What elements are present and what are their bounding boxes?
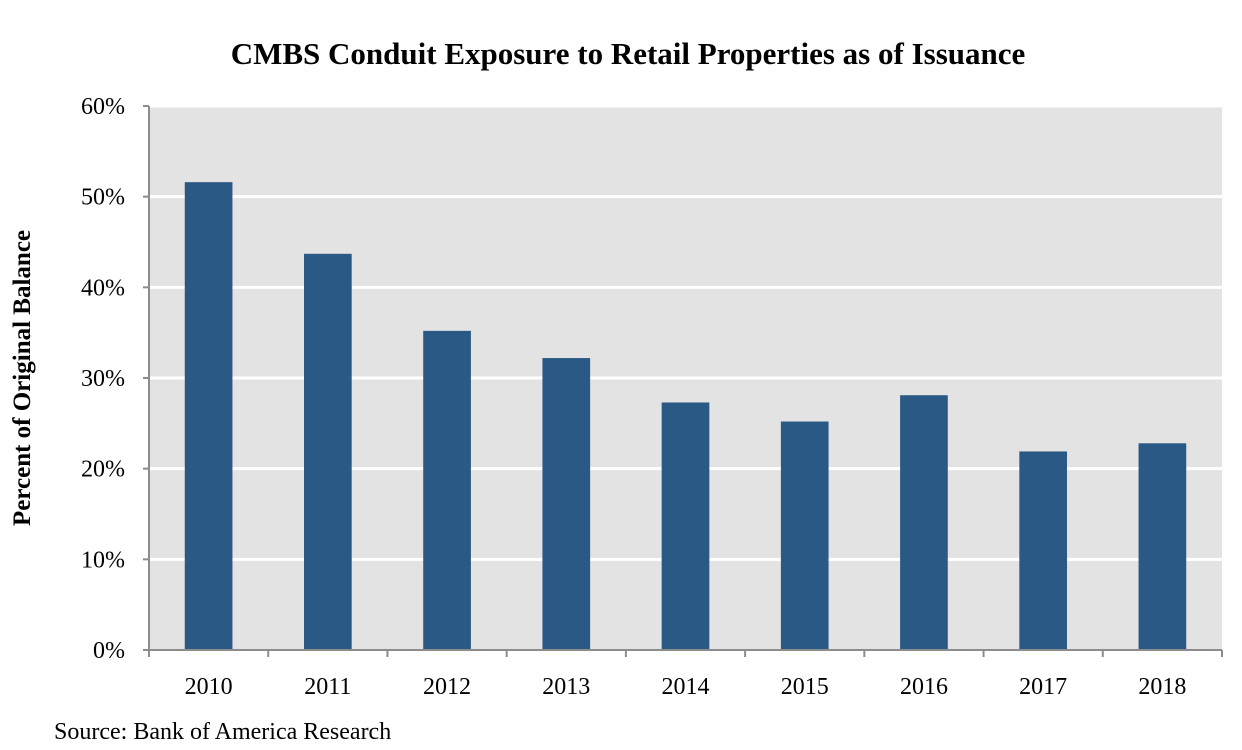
y-axis-label: Percent of Original Balance [9,230,36,526]
bar-2014 [661,402,710,650]
x-tick-label: 2015 [781,674,829,700]
y-tick-label: 40% [81,275,125,301]
y-tick-label: 50% [81,185,125,211]
chart-title: CMBS Conduit Exposure to Retail Properti… [231,36,1026,71]
x-axis-ticks: 2010 2011 2012 2013 2014 2015 2016 2017 2018 [148,650,1223,700]
bar-2013 [542,358,591,650]
y-tick-label: 30% [81,366,125,392]
y-axis-ticks: 0% 10% 20% 30% 40% 50% 60% [81,94,149,664]
source-note: Source: Bank of America Research [54,719,391,745]
bar-2010 [184,182,233,650]
x-tick-label: 2011 [304,674,351,700]
x-tick-label: 2016 [900,674,948,700]
x-tick-label: 2013 [542,674,590,700]
bar-2016 [900,395,948,650]
bar-2012 [423,330,471,650]
bar-2018 [1138,443,1187,650]
y-tick-label: 0% [93,638,125,664]
bar-2017 [1019,451,1068,650]
y-tick-label: 20% [81,457,125,483]
x-tick-label: 2010 [185,674,233,700]
x-tick-label: 2012 [423,674,471,700]
y-tick-label: 60% [81,94,125,120]
y-tick-label: 10% [81,547,125,573]
x-tick-label: 2018 [1138,674,1186,700]
x-tick-label: 2017 [1019,674,1067,700]
bars-group [184,182,1187,650]
bar-2011 [303,253,352,650]
bar-2015 [780,421,829,650]
x-tick-label: 2014 [662,674,710,700]
